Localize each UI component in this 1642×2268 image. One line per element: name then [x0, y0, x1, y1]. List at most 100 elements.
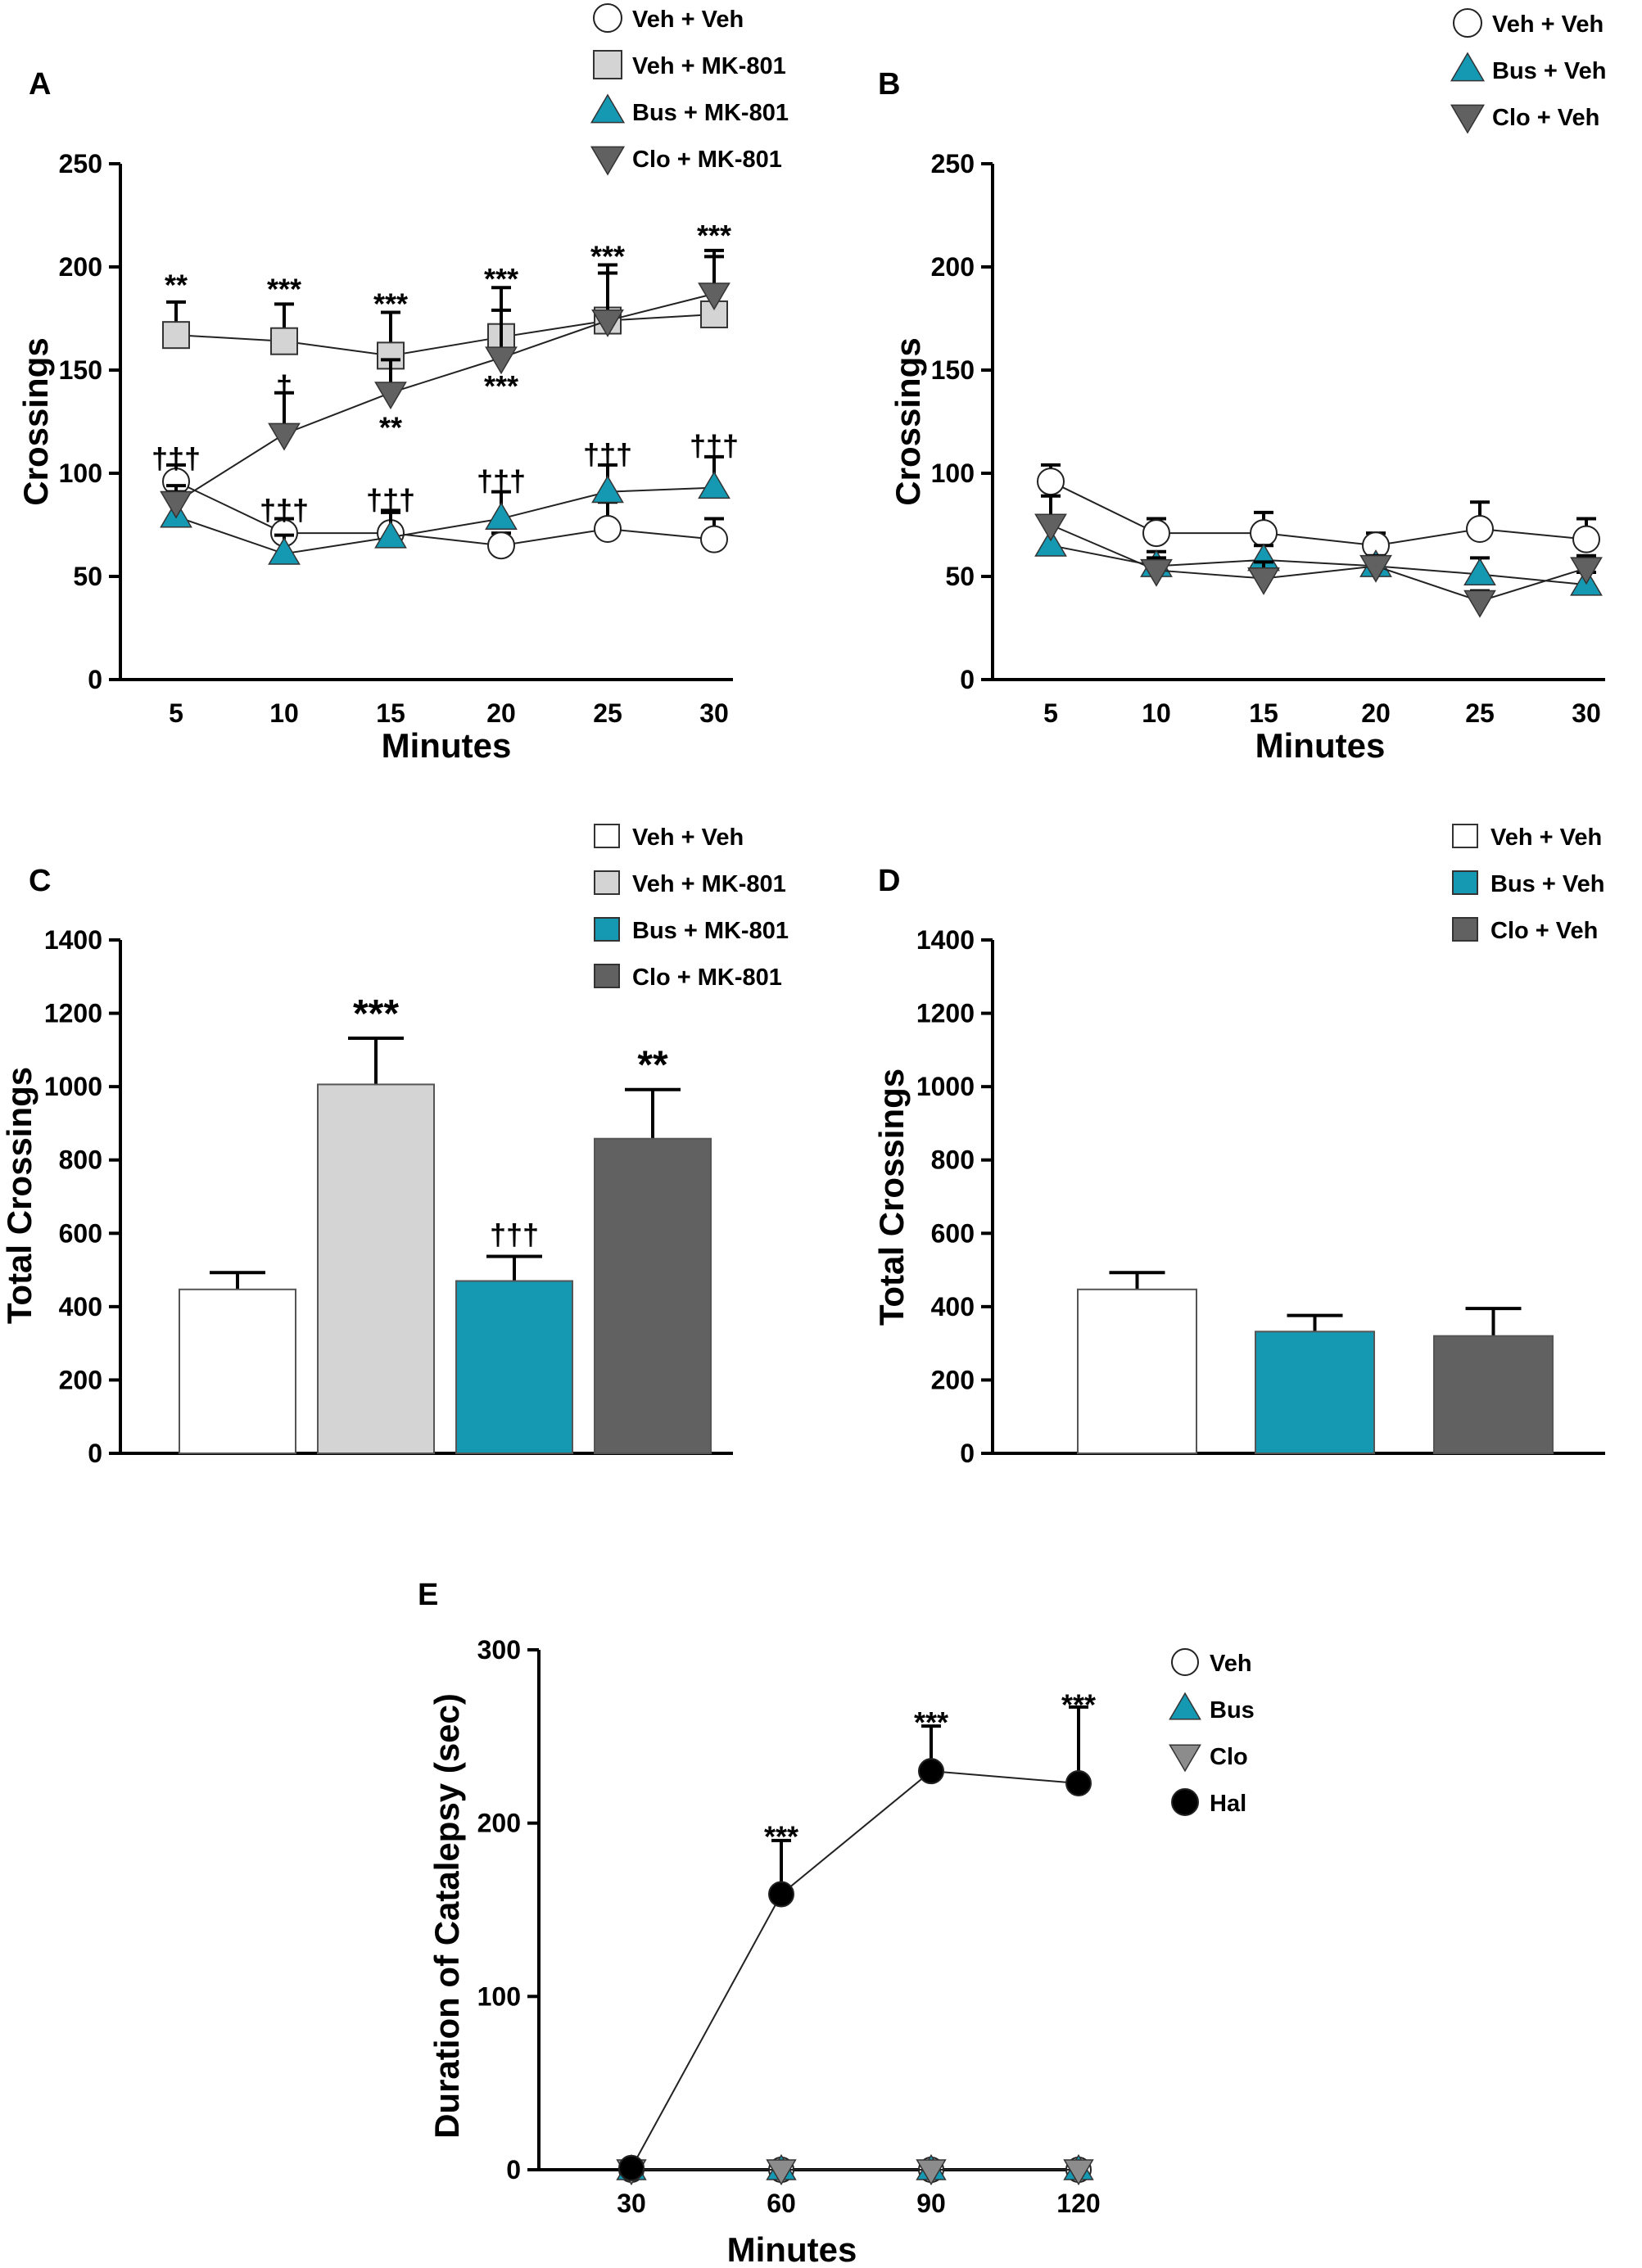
legend-clo-veh-label: Clo + Veh: [1490, 918, 1598, 944]
x-tick-label: 20: [486, 698, 516, 728]
x-axis-title: Minutes: [382, 726, 512, 765]
legend-clo-mk-801-swatch: [594, 964, 620, 988]
legend-bus-mk-801-swatch: [594, 917, 620, 942]
series-clo-mk-801-point: [160, 490, 192, 519]
y-tick-label: 1000: [44, 1072, 102, 1101]
series-clo-veh-point: [1463, 590, 1496, 618]
series-clo-point: [916, 2159, 947, 2186]
legend-clo-veh-swatch: [1452, 917, 1478, 942]
series-bus-mk-801-point: [485, 502, 518, 530]
x-tick-label: 25: [1465, 698, 1495, 728]
y-tick-label: 400: [59, 1292, 102, 1321]
legend-veh-veh-label: Veh + Veh: [1492, 11, 1604, 38]
series-clo-mk-801-point: [268, 422, 301, 451]
series-clo-veh-point: [1140, 558, 1173, 587]
significance-annotation: ***: [267, 273, 301, 306]
legend-clo-veh-marker: [1450, 104, 1486, 134]
series-clo-mk-801: [160, 255, 731, 519]
series-clo-mk-801-point: [591, 309, 624, 337]
legend-clo-mk-801-label: Clo + MK-801: [632, 965, 782, 991]
series-veh-veh-line: [175, 481, 715, 547]
panel-label: D: [878, 864, 900, 898]
significance-annotation: ***: [764, 1820, 798, 1854]
significance-annotation: ***: [484, 262, 518, 296]
series-clo-veh: [1034, 494, 1603, 618]
x-tick-label: 90: [916, 2189, 946, 2218]
x-tick-label: 10: [269, 698, 299, 728]
series-veh-veh-point: [1142, 519, 1170, 548]
series-veh-veh-point: [487, 531, 515, 560]
significance-annotation: †††: [583, 437, 632, 471]
y-tick-label: 200: [59, 1365, 102, 1394]
series-hal-line: [631, 1770, 1079, 2169]
series-hal-point: [1065, 1769, 1092, 1796]
series-clo-point: [766, 2159, 797, 2186]
significance-annotation: ***: [373, 287, 408, 320]
legend-veh-marker: [1171, 1648, 1199, 1676]
legend-bus-mk-801-label: Bus + MK-801: [632, 100, 789, 126]
series-clo-veh-point: [1247, 567, 1280, 595]
significance-annotation: ***: [484, 369, 518, 403]
x-tick-label: 25: [593, 698, 622, 728]
legend-bus-mk-801-marker: [590, 93, 626, 124]
legend-clo-marker: [1169, 1744, 1201, 1773]
series-veh-veh-point: [1037, 468, 1065, 496]
legend-veh-veh-label: Veh + Veh: [1490, 825, 1602, 851]
series-bus-mk-801-point: [698, 471, 731, 499]
y-tick-label: 250: [931, 149, 975, 178]
series-veh-mk-801-point: [162, 321, 190, 350]
legend-veh-label: Veh: [1210, 1651, 1252, 1677]
x-axis-title: Minutes: [727, 2230, 857, 2268]
legend-hal-label: Hal: [1210, 1791, 1246, 1817]
panel-d-bar-chart: 0 200 400 600 800 1000 1200 1400 Total Crossings…: [872, 824, 1605, 1468]
significance-annotation: ***: [1061, 1688, 1096, 1722]
series-bus: [616, 2153, 1094, 2180]
significance-annotation: †††: [690, 429, 739, 463]
y-tick-label: 1000: [916, 1072, 975, 1101]
legend-bus-veh-label: Bus + Veh: [1490, 871, 1604, 897]
series-veh-veh-point: [594, 515, 622, 544]
y-tick-label: 100: [477, 1981, 521, 2011]
y-tick-label: 150: [931, 355, 975, 385]
series-bus-veh-line: [1050, 544, 1587, 586]
panel-a-line-chart: 0 50 100 150 200 250 Crossings A 5 10 15 20 25 30 Minu…: [16, 3, 789, 765]
legend-veh-mk-801-swatch: [594, 870, 620, 895]
legend-bus-mk-801-label: Bus + MK-801: [632, 918, 789, 944]
series-veh-mk-801-line: [175, 313, 715, 357]
x-tick-label: 120: [1056, 2189, 1100, 2218]
series-clo-mk-801-point: [698, 282, 731, 311]
series-veh-veh-point: [1572, 525, 1600, 553]
legend-veh-veh-marker: [593, 3, 622, 33]
significance-annotation: †††: [260, 493, 309, 526]
y-axis-title: Duration of Catalepsy (sec): [427, 1693, 466, 2139]
series-clo-mk-801-line: [175, 292, 715, 504]
x-tick-label: 15: [1249, 698, 1278, 728]
legend-bus-veh-label: Bus + Veh: [1492, 58, 1606, 84]
x-tick-label: 10: [1142, 698, 1171, 728]
legend-bus-veh-marker: [1450, 52, 1486, 82]
y-tick-label: 0: [960, 1439, 975, 1468]
series-clo-veh-point: [1570, 557, 1603, 585]
y-tick-label: 800: [931, 1145, 975, 1175]
bar-clo-veh: [1433, 1335, 1554, 1454]
series-clo-mk-801-point: [485, 346, 518, 375]
legend-veh-veh-label: Veh + Veh: [632, 7, 744, 33]
y-tick-label: 1200: [44, 999, 102, 1028]
legend-veh-veh-marker: [1453, 8, 1482, 38]
series-bus-veh-point: [1463, 558, 1496, 585]
bar-clo-mk-801: [594, 1137, 712, 1454]
y-axis-title: Crossings: [16, 337, 55, 505]
series-veh-veh-point: [1250, 519, 1278, 548]
series-hal-point: [918, 1758, 944, 1785]
x-axis-title: Minutes: [1255, 726, 1386, 765]
y-axis-title: Total Crossings: [0, 1067, 38, 1324]
x-tick-label: 5: [169, 698, 183, 728]
x-tick-label: 20: [1361, 698, 1391, 728]
x-tick-label: 30: [1572, 698, 1601, 728]
significance-annotation: †††: [366, 483, 415, 517]
legend-clo-veh-label: Clo + Veh: [1492, 105, 1599, 131]
y-tick-label: 100: [931, 459, 975, 488]
legend-veh-mk-801-label: Veh + MK-801: [632, 871, 786, 897]
panel-e-line-chart: 0 100 200 300 Duration of Catalepsy (sec) E 30…: [418, 1578, 1255, 2268]
